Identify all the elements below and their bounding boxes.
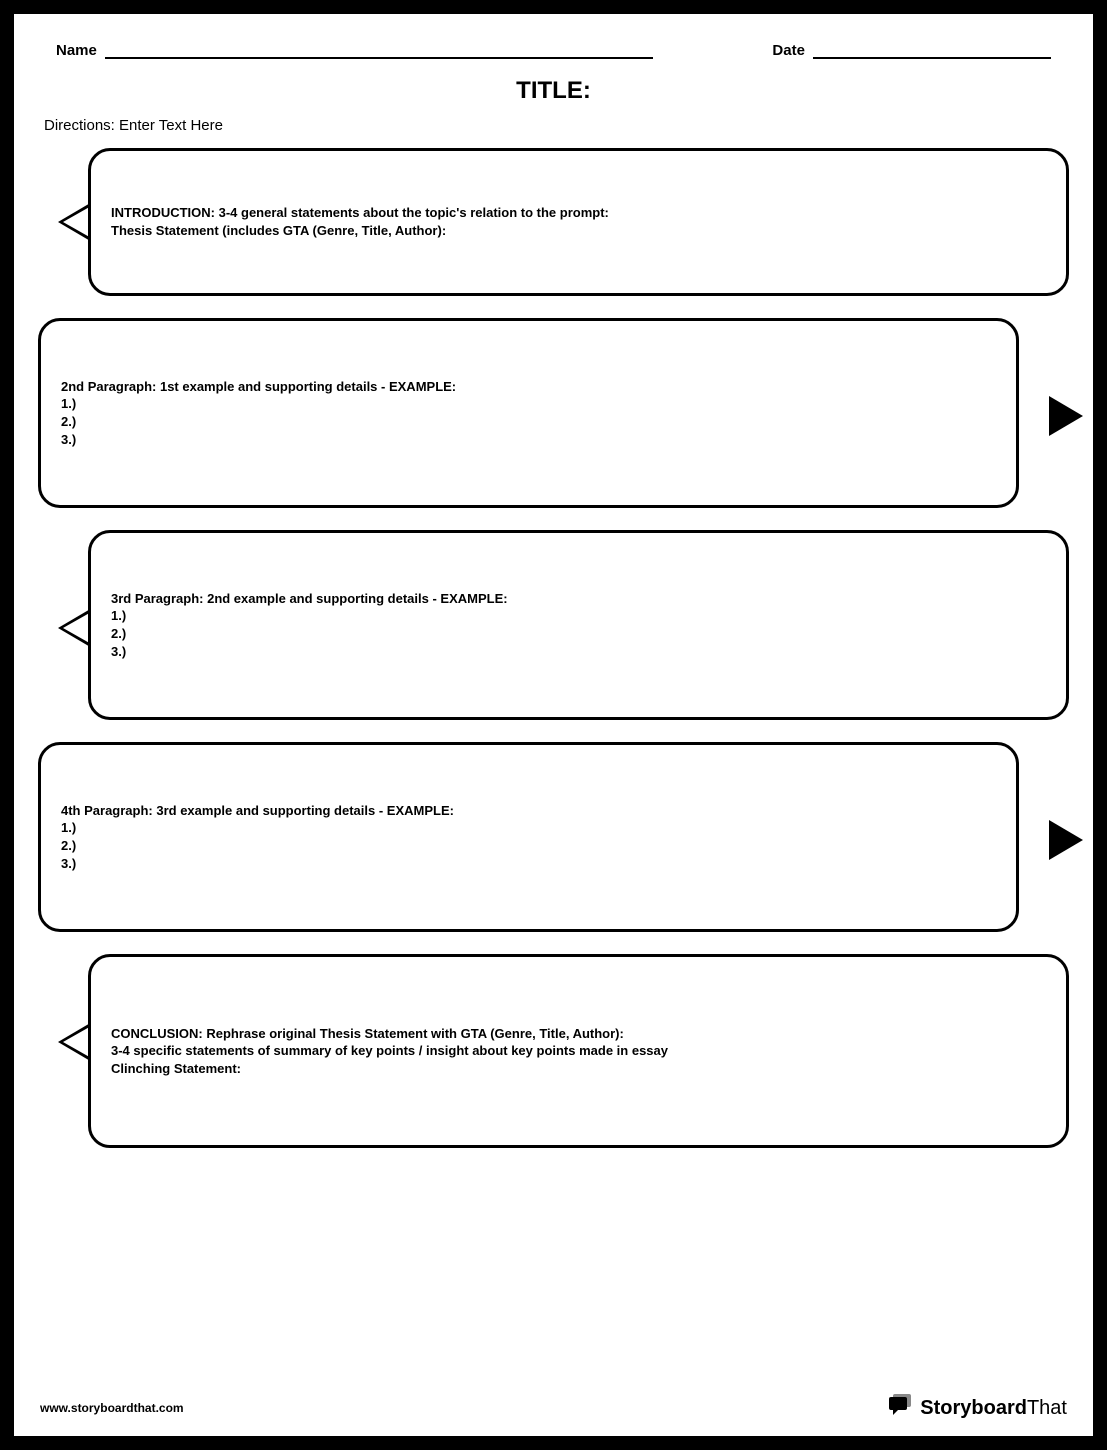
p3-item-2: 2.)	[111, 625, 1046, 643]
paragraph-4-bubble[interactable]: 4th Paragraph: 3rd example and supportin…	[38, 742, 1019, 932]
bubble-2-wrap: 2nd Paragraph: 1st example and supportin…	[36, 318, 1071, 508]
brand-bold-text: Storyboard	[920, 1397, 1027, 1420]
bubble-1-wrap: INTRODUCTION: 3-4 general statements abo…	[36, 148, 1071, 296]
worksheet-page: Name Date TITLE: Directions: Enter Text …	[0, 0, 1107, 1450]
footer-brand: StoryboardThat	[888, 1394, 1067, 1422]
conclusion-bubble[interactable]: CONCLUSION: Rephrase original Thesis Sta…	[88, 954, 1069, 1148]
bubble-3-wrap: 3rd Paragraph: 2nd example and supportin…	[36, 530, 1071, 720]
date-input-line[interactable]	[813, 45, 1051, 59]
name-input-line[interactable]	[105, 45, 653, 59]
p2-item-2: 2.)	[61, 413, 996, 431]
intro-line-2: Thesis Statement (includes GTA (Genre, T…	[111, 222, 1046, 240]
conclusion-line-1: CONCLUSION: Rephrase original Thesis Sta…	[111, 1025, 1046, 1043]
p2-item-1: 1.)	[61, 395, 996, 413]
intro-line-1: INTRODUCTION: 3-4 general statements abo…	[111, 204, 1046, 222]
name-label: Name	[56, 42, 97, 59]
page-title: TITLE:	[36, 77, 1071, 105]
paragraph-3-bubble[interactable]: 3rd Paragraph: 2nd example and supportin…	[88, 530, 1069, 720]
conclusion-line-2: 3-4 specific statements of summary of ke…	[111, 1042, 1046, 1060]
p3-heading: 3rd Paragraph: 2nd example and supportin…	[111, 590, 1046, 608]
p3-item-3: 3.)	[111, 643, 1046, 661]
paragraph-2-bubble[interactable]: 2nd Paragraph: 1st example and supportin…	[38, 318, 1019, 508]
date-field-group: Date	[772, 42, 1051, 59]
name-field-group: Name	[56, 42, 653, 59]
p4-item-3: 3.)	[61, 855, 996, 873]
p4-item-2: 2.)	[61, 837, 996, 855]
directions-text: Directions: Enter Text Here	[44, 117, 1071, 134]
brand-light-text: That	[1027, 1397, 1067, 1420]
p4-heading: 4th Paragraph: 3rd example and supportin…	[61, 802, 996, 820]
intro-bubble[interactable]: INTRODUCTION: 3-4 general statements abo…	[88, 148, 1069, 296]
speech-bubble-icon	[888, 1394, 914, 1422]
footer-site-url: www.storyboardthat.com	[40, 1401, 184, 1415]
p2-item-3: 3.)	[61, 431, 996, 449]
p2-heading: 2nd Paragraph: 1st example and supportin…	[61, 378, 996, 396]
header-row: Name Date	[56, 42, 1051, 59]
bubble-4-wrap: 4th Paragraph: 3rd example and supportin…	[36, 742, 1071, 932]
date-label: Date	[772, 42, 805, 59]
conclusion-line-3: Clinching Statement:	[111, 1060, 1046, 1078]
footer: www.storyboardthat.com StoryboardThat	[40, 1394, 1067, 1422]
p3-item-1: 1.)	[111, 607, 1046, 625]
p4-item-1: 1.)	[61, 819, 996, 837]
bubble-5-wrap: CONCLUSION: Rephrase original Thesis Sta…	[36, 954, 1071, 1148]
